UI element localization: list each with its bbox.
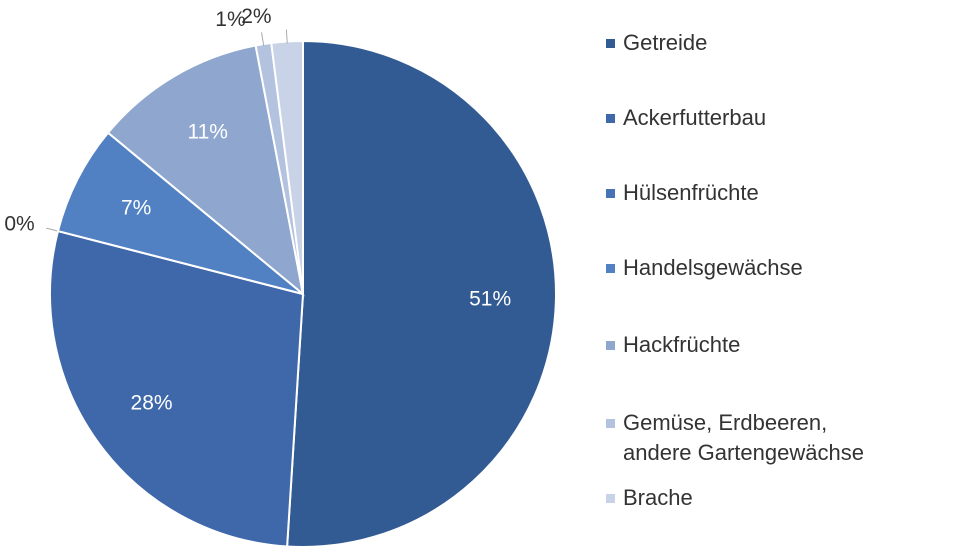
pie-slice <box>106 44 305 297</box>
legend-swatch <box>606 341 615 350</box>
legend-label: Brache <box>623 485 693 510</box>
legend-label: Gemüse, Erdbeeren, andere Gartengewächse <box>623 410 864 465</box>
data-label: 0% <box>4 213 34 236</box>
legend-item: Gemüse, Erdbeeren, andere Gartengewächse <box>600 408 873 468</box>
data-label: 11% <box>187 120 227 143</box>
legend-swatch <box>606 494 615 503</box>
leader-line <box>261 32 265 47</box>
legend-item: Ackerfutterbau <box>600 103 953 133</box>
data-label: 2% <box>241 5 271 28</box>
legend-label: Hülsenfrüchte <box>623 180 759 205</box>
legend-label: Ackerfutterbau <box>623 105 767 130</box>
legend-swatch <box>606 39 615 48</box>
pie-slice <box>56 131 304 295</box>
pie-slice <box>49 229 305 548</box>
data-label: 51% <box>469 287 511 310</box>
legend-swatch <box>606 189 615 198</box>
legend-item: Brache <box>600 483 953 513</box>
legend-item: Getreide <box>600 28 953 58</box>
legend-label: Hackfrüchte <box>623 332 741 357</box>
legend-swatch <box>606 419 615 428</box>
legend-swatch <box>606 264 615 273</box>
legend-item: Hackfrüchte <box>600 330 953 360</box>
legend-item: Handelsgewächse <box>600 253 953 283</box>
legend-label: Getreide <box>623 30 708 55</box>
legend-item: Hülsenfrüchte <box>600 178 953 208</box>
legend-swatch <box>606 114 615 123</box>
legend-label: Handelsgewächse <box>623 255 803 280</box>
data-label: 28% <box>131 392 173 415</box>
leader-line <box>285 29 288 44</box>
data-label: 7% <box>121 197 151 220</box>
pie-slice <box>286 39 557 548</box>
data-label: 1% <box>215 8 245 31</box>
